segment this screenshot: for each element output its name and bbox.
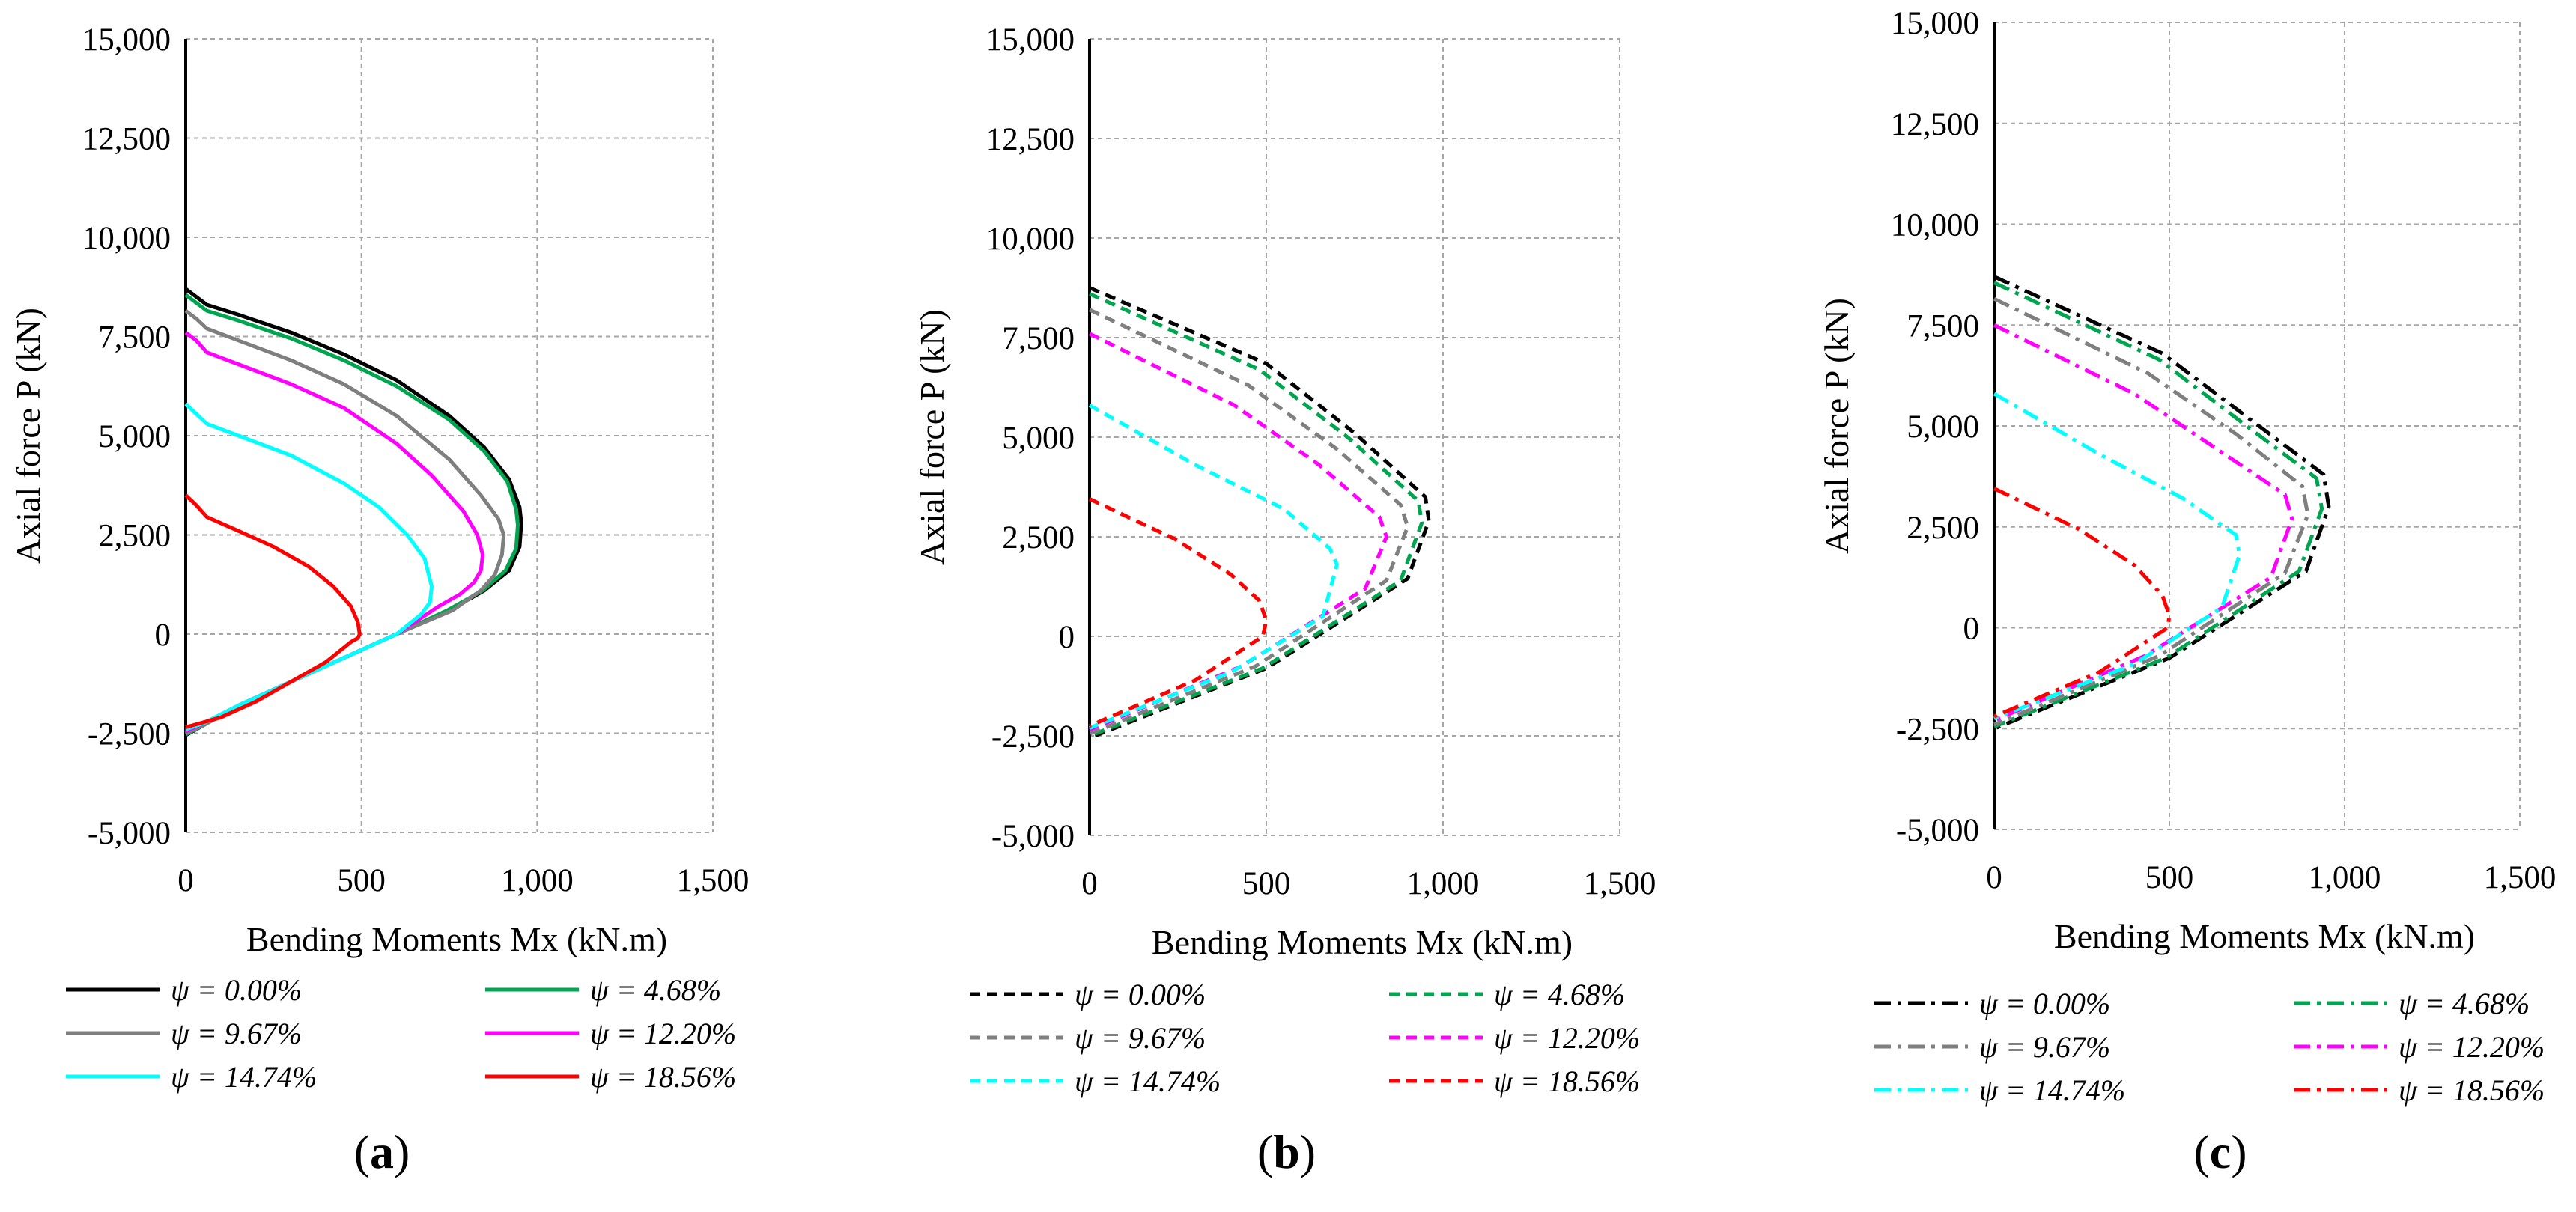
y-tick-label: 2,500	[1907, 511, 1979, 546]
x-tick-label: 1,500	[2484, 860, 2557, 895]
legend: ψ = 0.00% ψ = 4.68% ψ = 9.67% ψ = 12.20% ψ =…	[970, 978, 1640, 1098]
legend-entry-label: ψ = 4.68%	[1494, 978, 1625, 1011]
legend-entry-label: ψ = 9.67%	[171, 1017, 302, 1050]
x-axis-label: Bending Moments Mx (kN.m)	[246, 920, 667, 958]
y-tick-label: 2,500	[1002, 520, 1075, 555]
series-line-0	[1993, 275, 2331, 731]
y-tick-label: -2,500	[88, 717, 171, 752]
panel-label-open: (	[354, 1125, 370, 1178]
y-tick-label: 5,000	[98, 419, 171, 454]
legend-entry-label: ψ = 12.20%	[1494, 1021, 1640, 1055]
y-tick-label: -5,000	[991, 819, 1075, 854]
legend-entry-label: ψ = 12.20%	[590, 1017, 736, 1050]
series-line-5	[1088, 497, 1269, 728]
y-tick-label: 12,500	[82, 122, 171, 157]
y-tick-label: 7,500	[98, 320, 171, 356]
panel-label-letter: a	[370, 1125, 394, 1178]
y-tick-label: 15,000	[986, 22, 1075, 58]
panel-label: (b)	[1257, 1125, 1316, 1178]
panel-label-letter: c	[2210, 1125, 2231, 1178]
legend-entry-label: ψ = 0.00%	[171, 973, 302, 1007]
y-axis-label: Axial force P (kN)	[9, 308, 47, 564]
panel-label: (c)	[2193, 1125, 2247, 1178]
x-tick-label: 1,000	[1407, 866, 1480, 901]
legend-entry-label: ψ = 14.74%	[1075, 1065, 1221, 1098]
panel-label-close: )	[394, 1125, 410, 1178]
series-line-1	[1088, 292, 1424, 738]
x-axis-label: Bending Moments Mx (kN.m)	[1152, 923, 1573, 961]
y-tick-label: 7,500	[1907, 308, 1979, 344]
series-line-5	[184, 493, 362, 729]
y-tick-label: -5,000	[1896, 813, 1979, 848]
y-tick-label: 7,500	[1002, 321, 1075, 356]
y-tick-label: 15,000	[1891, 6, 1979, 41]
series-line-2	[1088, 308, 1410, 736]
x-tick-label: 500	[1242, 866, 1291, 901]
y-tick-label: 2,500	[98, 519, 171, 554]
y-tick-label: 12,500	[986, 122, 1075, 157]
x-tick-label: 0	[1081, 866, 1098, 901]
series-line-1	[1993, 281, 2324, 728]
x-tick-label: 0	[1986, 860, 2002, 895]
series-line-0	[1089, 286, 1431, 740]
legend-entry-label: ψ = 9.67%	[1075, 1021, 1206, 1055]
legend-entry-label: ψ = 14.74%	[1979, 1074, 2125, 1107]
legend-entry-label: ψ = 0.00%	[1075, 978, 1206, 1011]
legend-entry-label: ψ = 14.74%	[171, 1060, 317, 1094]
x-axis-label: Bending Moments Mx (kN.m)	[2054, 917, 2475, 955]
series-line-4	[1088, 404, 1339, 730]
y-tick-label: 5,000	[1002, 421, 1075, 456]
legend-entry-label: ψ = 4.68%	[590, 973, 721, 1007]
y-tick-label: -2,500	[991, 719, 1075, 755]
series-line-2	[1993, 296, 2310, 727]
panel-label-open: (	[2193, 1125, 2209, 1178]
y-tick-label: 15,000	[82, 22, 171, 58]
legend: ψ = 0.00% ψ = 4.68% ψ = 9.67% ψ = 12.20% ψ =…	[1874, 987, 2545, 1107]
legend-entry-label: ψ = 18.56%	[2399, 1074, 2545, 1107]
y-tick-label: -2,500	[1896, 712, 1979, 747]
y-tick-label: 10,000	[1891, 208, 1979, 243]
y-tick-label: 0	[155, 618, 171, 653]
x-tick-label: 1,000	[2309, 860, 2381, 895]
series-line-3	[1993, 323, 2294, 722]
panel-label-close: )	[2231, 1125, 2247, 1178]
panel-label: (a)	[354, 1125, 410, 1178]
panel-label-open: (	[1257, 1125, 1273, 1178]
legend: ψ = 0.00% ψ = 4.68% ψ = 9.67% ψ = 12.20% ψ =…	[66, 973, 736, 1094]
y-tick-label: 0	[1963, 612, 1980, 647]
panel-label-letter: b	[1273, 1125, 1300, 1178]
series-line-5	[1993, 487, 2172, 719]
y-tick-label: 12,500	[1891, 107, 1979, 142]
y-tick-label: 0	[1059, 620, 1075, 655]
legend-entry-label: ψ = 18.56%	[590, 1060, 736, 1094]
legend-entry-label: ψ = 18.56%	[1494, 1065, 1640, 1098]
legend-entry-label: ψ = 9.67%	[1979, 1030, 2110, 1064]
chart-panel-b: -5,000 -2,500 0 2,500 5,000 7,500 10,000 12,500…	[913, 22, 1656, 1178]
legend-entry-label: ψ = 12.20%	[2399, 1030, 2545, 1064]
x-tick-label: 1,500	[677, 863, 750, 898]
x-tick-label: 1,500	[1584, 866, 1656, 901]
legend-entry-label: ψ = 4.68%	[2399, 987, 2530, 1020]
panel-label-close: )	[1300, 1125, 1316, 1178]
x-tick-label: 500	[337, 863, 386, 898]
y-tick-label: 10,000	[82, 221, 171, 256]
x-tick-label: 500	[2145, 860, 2194, 895]
y-tick-label: 5,000	[1907, 409, 1979, 445]
y-axis-label: Axial force P (kN)	[913, 309, 951, 565]
chart-panel-a: -5,000 -2,500 0 2,500 5,000 7,500 10,000 12,500…	[9, 22, 749, 1178]
x-tick-label: 1,000	[501, 863, 574, 898]
x-tick-label: 0	[177, 863, 194, 898]
legend-entry-label: ψ = 0.00%	[1979, 987, 2110, 1020]
y-tick-label: -5,000	[88, 816, 171, 851]
series-line-4	[1993, 392, 2242, 721]
y-axis-label: Axial force P (kN)	[1817, 298, 1856, 554]
y-tick-label: 10,000	[986, 222, 1075, 257]
chart-panel-c: -5,000 -2,500 0 2,500 5,000 7,500 10,000 12,500…	[1817, 6, 2556, 1178]
